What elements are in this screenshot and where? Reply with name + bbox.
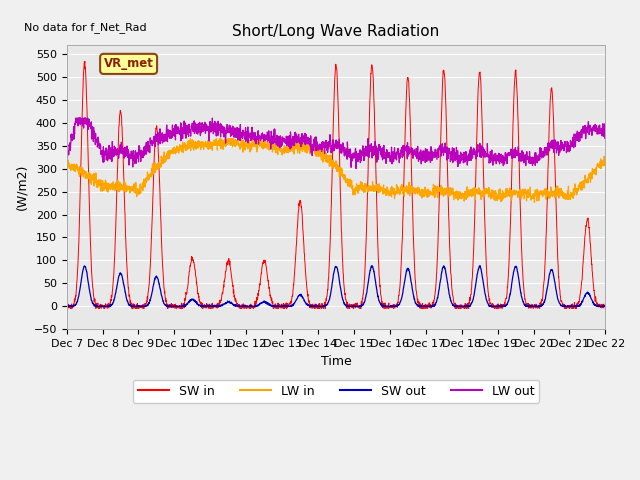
SW in [352, 305, 360, 311]
SW in [81, 59, 88, 64]
SW in [177, 306, 185, 312]
Line: LW in: LW in [67, 139, 605, 203]
LW out [570, 136, 577, 142]
LW in [63, 158, 70, 164]
LW out [554, 142, 562, 148]
SW out [352, 303, 360, 309]
SW in [554, 264, 562, 270]
LW out [63, 151, 70, 157]
SW in [214, 305, 221, 311]
SW out [570, 303, 577, 309]
Title: Short/Long Wave Radiation: Short/Long Wave Radiation [232, 24, 440, 39]
LW in [493, 192, 500, 197]
LW in [364, 186, 371, 192]
SW out [213, 303, 221, 309]
LW out [213, 126, 221, 132]
LW out [602, 128, 609, 134]
LW out [352, 145, 360, 151]
LW out [352, 166, 360, 171]
SW out [369, 263, 376, 269]
LW in [187, 136, 195, 142]
LW in [213, 141, 221, 146]
SW in [63, 304, 70, 310]
LW in [352, 185, 360, 191]
LW out [493, 156, 500, 162]
Text: VR_met: VR_met [104, 58, 154, 71]
X-axis label: Time: Time [321, 355, 351, 368]
LW in [554, 193, 562, 199]
Line: SW out: SW out [67, 266, 605, 306]
LW out [364, 148, 371, 154]
Text: No data for f_Net_Rad: No data for f_Net_Rad [24, 22, 146, 33]
SW in [364, 189, 371, 194]
SW out [554, 297, 562, 303]
SW out [63, 302, 70, 308]
LW in [570, 195, 577, 201]
LW out [72, 115, 80, 121]
SW out [602, 303, 609, 309]
Line: SW in: SW in [67, 61, 605, 309]
SW out [63, 303, 71, 309]
SW out [364, 286, 371, 292]
SW out [493, 303, 500, 309]
LW in [602, 159, 609, 165]
Y-axis label: (W/m2): (W/m2) [15, 164, 28, 210]
LW in [531, 200, 538, 205]
SW in [493, 304, 500, 310]
SW in [570, 306, 577, 312]
Line: LW out: LW out [67, 118, 605, 168]
Legend: SW in, LW in, SW out, LW out: SW in, LW in, SW out, LW out [132, 380, 540, 403]
SW in [602, 306, 609, 312]
